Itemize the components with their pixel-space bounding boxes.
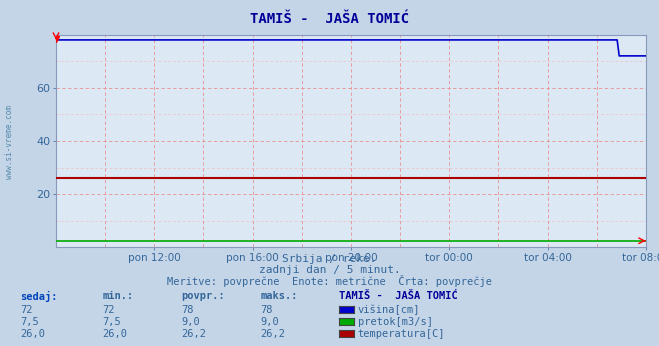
Text: 7,5: 7,5 [20, 317, 38, 327]
Text: 26,0: 26,0 [20, 329, 45, 339]
Text: pretok[m3/s]: pretok[m3/s] [358, 317, 433, 327]
Text: min.:: min.: [102, 291, 133, 301]
Text: www.si-vreme.com: www.si-vreme.com [5, 105, 14, 179]
Text: Srbija / reke.: Srbija / reke. [282, 254, 377, 264]
Text: Meritve: povprečne  Enote: metrične  Črta: povprečje: Meritve: povprečne Enote: metrične Črta:… [167, 275, 492, 287]
Text: maks.:: maks.: [260, 291, 298, 301]
Text: 78: 78 [181, 305, 194, 315]
Text: 72: 72 [102, 305, 115, 315]
Text: zadnji dan / 5 minut.: zadnji dan / 5 minut. [258, 265, 401, 275]
Text: TAMIŠ -  JAŠA TOMIĆ: TAMIŠ - JAŠA TOMIĆ [339, 291, 458, 301]
Text: višina[cm]: višina[cm] [358, 305, 420, 316]
Text: 9,0: 9,0 [260, 317, 279, 327]
Text: 7,5: 7,5 [102, 317, 121, 327]
Text: temperatura[C]: temperatura[C] [358, 329, 445, 339]
Text: sedaj:: sedaj: [20, 291, 57, 302]
Text: TAMIŠ -  JAŠA TOMIĆ: TAMIŠ - JAŠA TOMIĆ [250, 12, 409, 26]
Text: 78: 78 [260, 305, 273, 315]
Text: povpr.:: povpr.: [181, 291, 225, 301]
Text: 9,0: 9,0 [181, 317, 200, 327]
Text: 26,2: 26,2 [181, 329, 206, 339]
Text: 72: 72 [20, 305, 32, 315]
Text: 26,2: 26,2 [260, 329, 285, 339]
Text: 26,0: 26,0 [102, 329, 127, 339]
